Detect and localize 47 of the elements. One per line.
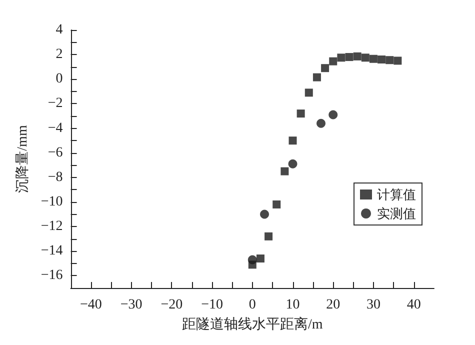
point (248, 255, 257, 264)
x-tick-label: −30 (120, 298, 142, 312)
point (321, 64, 330, 72)
y-tick-label: −16 (40, 268, 63, 284)
y-tick-label: 2 (56, 47, 63, 62)
point (345, 53, 354, 62)
point (316, 118, 326, 128)
x-tick-label: 40 (406, 298, 421, 312)
point (353, 52, 362, 60)
point (312, 73, 321, 82)
x-tick-label: −20 (160, 298, 183, 312)
point (361, 54, 370, 62)
x-tick-label: 20 (326, 298, 340, 312)
y-tick-label: −6 (48, 145, 63, 160)
y-tick-label: 4 (56, 22, 63, 38)
point (386, 56, 394, 64)
point (337, 54, 346, 62)
y-tick-label: −12 (40, 219, 63, 234)
x-tick-label: 0 (248, 298, 256, 312)
point (394, 56, 402, 65)
x-tick-label: 30 (366, 298, 380, 312)
y-tick-label: 0 (56, 72, 63, 87)
point (288, 136, 297, 145)
y-tick-label: −14 (40, 244, 63, 259)
y-tick-label: −10 (40, 194, 63, 210)
y-tick-label: −4 (48, 120, 63, 136)
point (378, 55, 386, 64)
point (272, 200, 281, 208)
x-axis-title: 距隧道轴线水平距离/m (182, 316, 323, 332)
point (304, 88, 313, 97)
y-tick-label: −2 (48, 96, 63, 112)
point (329, 57, 338, 66)
legend-label: 实测值 (377, 206, 416, 221)
y-axis-title: 沉降量/mm (14, 125, 30, 193)
point (328, 110, 338, 120)
y-tick-label: −8 (48, 170, 63, 185)
point (260, 210, 270, 219)
x-tick-label: −40 (80, 298, 102, 312)
point (256, 254, 264, 263)
point (369, 54, 378, 63)
legend-label: 计算值 (377, 187, 416, 202)
x-tick-label: 10 (286, 298, 300, 312)
x-tick-label: −10 (201, 298, 223, 312)
point (296, 110, 305, 118)
point (288, 159, 298, 168)
point (280, 167, 289, 176)
point (264, 232, 273, 240)
